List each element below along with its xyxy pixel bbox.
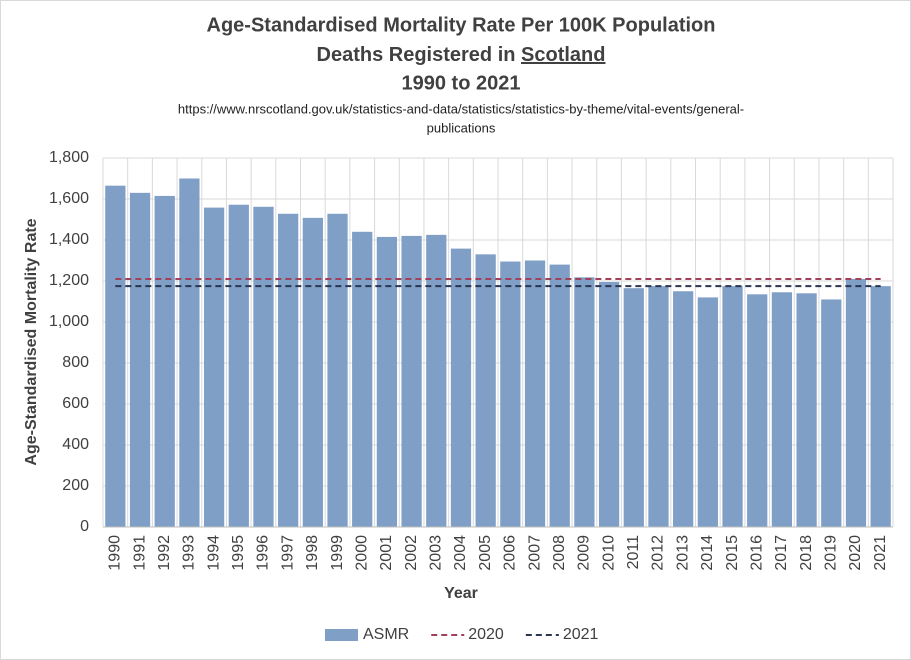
subtitle-text: Deaths Registered in — [317, 44, 516, 66]
bar — [500, 261, 521, 527]
x-tick-label: 2000 — [353, 535, 370, 571]
x-tick-label: 2015 — [724, 535, 741, 571]
x-tick-label: 2013 — [674, 535, 691, 571]
bar — [845, 278, 867, 527]
y-tick-label: 800 — [62, 354, 89, 371]
bar — [673, 291, 694, 527]
y-tick-label: 600 — [62, 395, 89, 412]
chart-subtitle: Deaths Registered in Scotland — [317, 44, 606, 66]
x-tick-label: 2009 — [576, 535, 593, 571]
bar — [771, 292, 793, 527]
x-tick-label: 2010 — [600, 535, 617, 571]
bar — [105, 185, 126, 528]
x-tick-label: 2014 — [699, 535, 716, 571]
x-tick-label: 1990 — [107, 535, 124, 571]
y-axis-title: Age-Standardised Mortality Rate — [23, 218, 40, 465]
x-axis-title: Year — [444, 585, 478, 602]
y-tick-label: 1,000 — [49, 313, 89, 330]
x-tick-label: 1993 — [181, 535, 198, 571]
x-tick-label: 1994 — [205, 535, 222, 571]
bar — [697, 297, 718, 527]
y-tick-label: 1,400 — [49, 231, 89, 248]
bar — [549, 264, 570, 527]
x-tick-label: 2019 — [823, 535, 840, 571]
y-tick-label: 1,600 — [49, 190, 89, 207]
bar — [475, 254, 496, 527]
x-tick-label: 1995 — [230, 535, 247, 571]
x-tick-label: 2020 — [847, 535, 864, 571]
bar — [623, 288, 644, 527]
bar — [203, 207, 225, 528]
legend-label: 2020 — [468, 626, 504, 643]
x-tick-label: 2003 — [428, 535, 445, 571]
bar — [154, 195, 175, 528]
bar — [376, 236, 398, 528]
y-tick-label: 400 — [62, 436, 89, 453]
bar — [598, 282, 620, 527]
subtitle-place: Scotland — [521, 44, 605, 66]
x-tick-label: 2016 — [748, 535, 765, 571]
x-tick-label: 1997 — [279, 535, 296, 571]
x-tick-label: 2006 — [502, 535, 519, 571]
bar — [228, 204, 249, 528]
x-tick-label: 1991 — [131, 535, 148, 571]
chart-title: Age-Standardised Mortality Rate Per 100K… — [207, 14, 716, 36]
bar — [574, 277, 595, 527]
x-tick-label: 1992 — [156, 535, 173, 571]
legend-swatch — [325, 629, 358, 641]
bar — [401, 235, 422, 527]
x-tick-label: 2005 — [477, 535, 494, 571]
x-tick-label: 2012 — [650, 535, 667, 571]
x-tick-label: 1996 — [255, 535, 272, 571]
legend-label: 2021 — [563, 626, 599, 643]
bar — [450, 248, 472, 528]
source-line: https://www.nrscotland.gov.uk/statistics… — [178, 101, 744, 116]
x-tick-label: 2018 — [798, 535, 815, 571]
bar — [722, 286, 743, 527]
x-tick-label: 1998 — [304, 535, 321, 571]
source-line: publications — [427, 120, 496, 135]
bar — [352, 231, 373, 528]
bar — [129, 192, 151, 527]
bar — [327, 213, 348, 527]
x-tick-label: 2002 — [403, 535, 420, 571]
chart-period: 1990 to 2021 — [402, 72, 521, 94]
x-tick-label: 2008 — [551, 535, 568, 571]
bar — [426, 234, 447, 527]
y-tick-label: 1,800 — [49, 149, 89, 166]
x-tick-label: 2011 — [625, 535, 642, 570]
bar — [796, 293, 817, 527]
x-tick-label: 2021 — [872, 535, 889, 571]
x-tick-label: 1999 — [329, 535, 346, 571]
bar — [179, 178, 200, 527]
y-tick-label: 0 — [80, 518, 89, 535]
x-tick-label: 2007 — [526, 535, 543, 571]
bar — [302, 217, 323, 528]
bar — [821, 299, 842, 527]
y-tick-label: 200 — [62, 477, 89, 494]
y-tick-label: 1,200 — [49, 272, 89, 289]
bar — [870, 286, 891, 527]
x-tick-label: 2004 — [452, 535, 469, 571]
x-tick-label: 2001 — [378, 535, 395, 571]
bar — [278, 213, 299, 527]
bar — [524, 260, 546, 527]
bar — [648, 286, 669, 527]
bar — [253, 206, 274, 528]
bar — [747, 294, 768, 527]
legend-label: ASMR — [363, 626, 409, 643]
x-tick-label: 2017 — [773, 535, 790, 571]
